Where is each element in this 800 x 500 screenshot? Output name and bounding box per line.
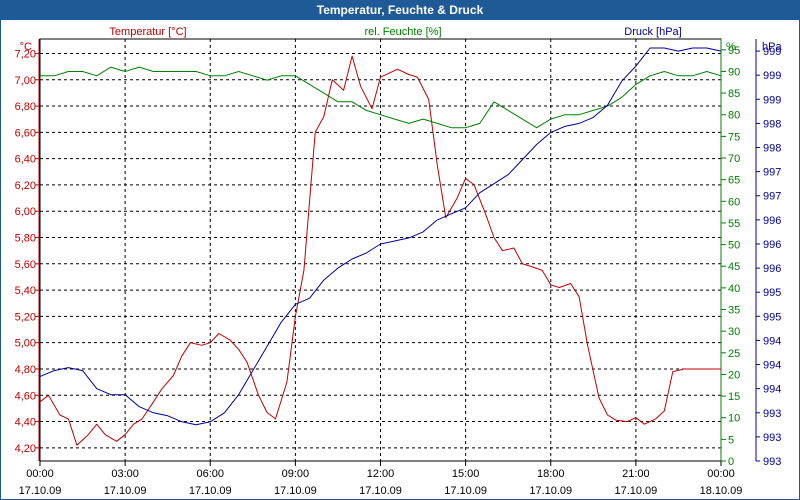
temperature-tick-label: 7,00	[15, 75, 36, 87]
humidity-tick-label: 0	[728, 456, 734, 468]
temperature-tick-label: 5,20	[15, 311, 36, 323]
pressure-tick-label: 993	[763, 432, 781, 444]
temperature-tick-label: 6,80	[15, 101, 36, 113]
x-tick-date: 17.10.09	[274, 485, 317, 497]
humidity-tick-label: 20	[728, 369, 740, 381]
humidity-tick-label: 10	[728, 413, 740, 425]
pressure-tick-label: 993	[763, 408, 781, 420]
temperature-tick-label: 5,00	[15, 338, 36, 350]
humidity-tick-label: 15	[728, 391, 740, 403]
temperature-tick-label: 4,60	[15, 390, 36, 402]
humidity-tick-label: 60	[728, 196, 740, 208]
pressure-tick-label: 993	[763, 456, 781, 468]
pressure-axis-label: Druck [hPa]	[624, 26, 681, 38]
humidity-tick-label: 35	[728, 305, 740, 317]
temperature-axis-label: Temperatur [°C]	[109, 26, 186, 38]
pressure-tick-label: 996	[763, 215, 781, 227]
humidity-unit: %	[726, 41, 736, 53]
grid	[40, 39, 721, 461]
humidity-tick-label: 45	[728, 261, 740, 273]
pressure-tick-label: 999	[763, 46, 781, 58]
humidity-tick-label: 65	[728, 175, 740, 187]
temperature-tick-label: 5,40	[15, 285, 36, 297]
humidity-tick-label: 90	[728, 66, 740, 78]
pressure-tick-label: 999	[763, 94, 781, 106]
humidity-tick-label: 40	[728, 283, 740, 295]
temperature-tick-label: 4,40	[15, 417, 36, 429]
pressure-tick-label: 994	[763, 335, 781, 347]
x-tick-time: 03:00	[111, 468, 139, 480]
pressure-tick-label: 994	[763, 360, 781, 372]
x-tick-date: 18.10.09	[700, 485, 743, 497]
pressure-tick-label: 995	[763, 287, 781, 299]
x-tick-date: 17.10.09	[104, 485, 147, 497]
pressure-tick-label: 995	[763, 311, 781, 323]
temperature-unit: °C	[20, 41, 32, 53]
temperature-tick-label: 5,80	[15, 233, 36, 245]
x-tick-time: 00:00	[26, 468, 54, 480]
x-tick-time: 15:00	[452, 468, 480, 480]
temperature-tick-label: 7,20	[15, 48, 36, 60]
axes	[35, 38, 760, 466]
humidity-tick-label: 55	[728, 218, 740, 230]
humidity-tick-label: 30	[728, 326, 740, 338]
pressure-tick-label: 996	[763, 239, 781, 251]
humidity-tick-label: 75	[728, 131, 740, 143]
x-tick-date: 17.10.09	[614, 485, 657, 497]
pressure-tick-label: 994	[763, 384, 781, 396]
x-tick-date: 17.10.09	[529, 485, 572, 497]
tick-labels: 00:00 17.10.09 03:00 17.10.09 06:00 17.10.09 0…	[15, 26, 783, 497]
temperature-series-line	[39, 55, 721, 446]
humidity-tick-label: 85	[728, 88, 740, 100]
x-tick-date: 17.10.09	[189, 485, 232, 497]
x-tick-time: 09:00	[282, 468, 310, 480]
humidity-tick-label: 25	[728, 348, 740, 360]
humidity-tick-label: 5	[728, 434, 734, 446]
pressure-tick-label: 999	[763, 70, 781, 82]
pressure-tick-label: 996	[763, 263, 781, 275]
temperature-tick-label: 5,60	[15, 259, 36, 271]
humidity-tick-label: 80	[728, 110, 740, 122]
pressure-unit: hPa	[762, 41, 782, 53]
temperature-tick-label: 6,20	[15, 180, 36, 192]
x-tick-time: 06:00	[196, 468, 224, 480]
temperature-tick-label: 4,80	[15, 364, 36, 376]
x-tick-time: 00:00	[707, 468, 735, 480]
pressure-series-line	[39, 47, 722, 426]
window-title: Temperatur, Feuchte & Druck	[1, 1, 799, 20]
x-tick-date: 17.10.09	[359, 485, 402, 497]
pressure-tick-label: 998	[763, 118, 781, 130]
temperature-tick-label: 6,40	[15, 154, 36, 166]
series-lines	[39, 47, 722, 446]
temperature-tick-label: 6,60	[15, 127, 36, 139]
humidity-tick-label: 50	[728, 240, 740, 252]
x-tick-date: 17.10.09	[19, 485, 62, 497]
x-tick-time: 12:00	[367, 468, 395, 480]
humidity-axis-label: rel. Feuchte [%]	[364, 26, 441, 38]
pressure-tick-label: 998	[763, 143, 781, 155]
x-tick-time: 18:00	[537, 468, 565, 480]
temperature-tick-label: 4,20	[15, 443, 36, 455]
pressure-tick-label: 997	[763, 191, 781, 203]
x-tick-time: 21:00	[622, 468, 650, 480]
pressure-tick-label: 997	[763, 167, 781, 179]
humidity-series-line	[40, 66, 722, 129]
temperature-tick-label: 6,00	[15, 206, 36, 218]
x-tick-date: 17.10.09	[444, 485, 487, 497]
humidity-tick-label: 95	[728, 45, 740, 57]
humidity-tick-label: 70	[728, 153, 740, 165]
